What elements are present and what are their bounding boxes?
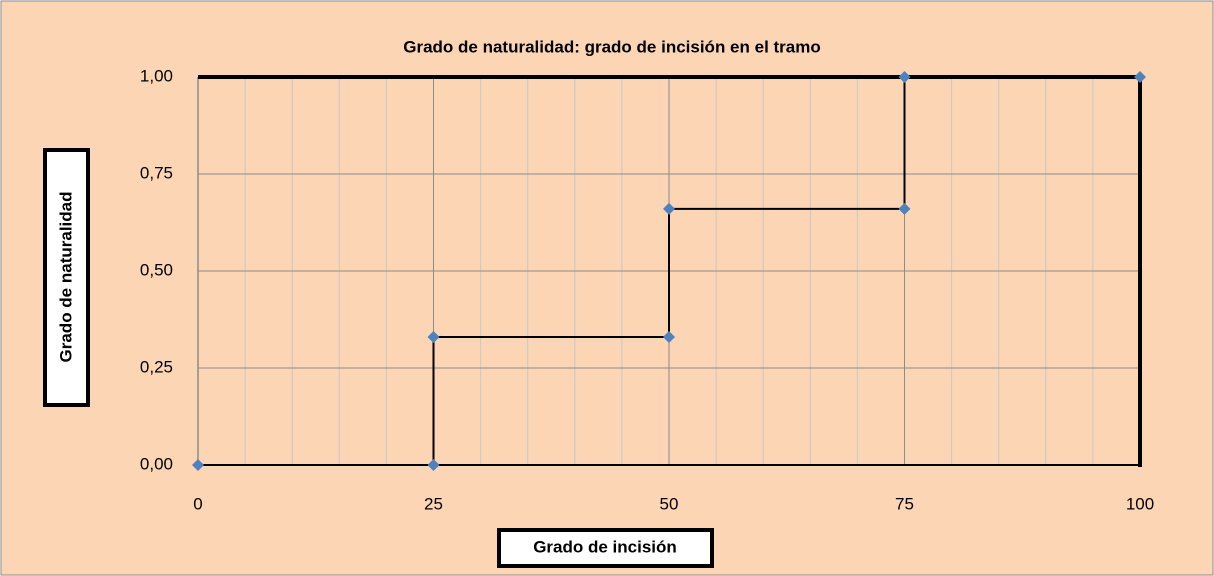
chart-title: Grado de naturalidad: grado de incisión … xyxy=(403,37,821,56)
x-tick-label: 50 xyxy=(660,494,679,513)
y-tick-label: 0,50 xyxy=(140,260,173,279)
y-axis-label: Grado de naturalidad xyxy=(56,192,75,363)
data-marker xyxy=(427,330,440,343)
y-tick-label: 0,00 xyxy=(140,454,173,473)
data-marker xyxy=(427,459,440,471)
y-tick-label: 1,00 xyxy=(140,66,173,85)
data-marker xyxy=(898,202,911,215)
x-tick-label: 75 xyxy=(895,494,914,513)
data-marker xyxy=(192,459,204,471)
data-line xyxy=(198,76,1140,466)
y-tick-label: 0,75 xyxy=(140,163,173,182)
x-tick-label: 0 xyxy=(193,494,202,513)
x-tick-label: 100 xyxy=(1126,494,1154,513)
data-marker xyxy=(663,330,675,343)
x-axis-label-box xyxy=(497,528,714,568)
data-marker xyxy=(898,71,911,83)
y-axis-label-box xyxy=(43,148,90,407)
data-marker xyxy=(663,202,675,215)
x-tick-label: 25 xyxy=(424,494,443,513)
data-marker xyxy=(1134,71,1146,83)
y-tick-label: 0,25 xyxy=(140,357,173,376)
x-axis-label: Grado de incisión xyxy=(533,537,677,556)
